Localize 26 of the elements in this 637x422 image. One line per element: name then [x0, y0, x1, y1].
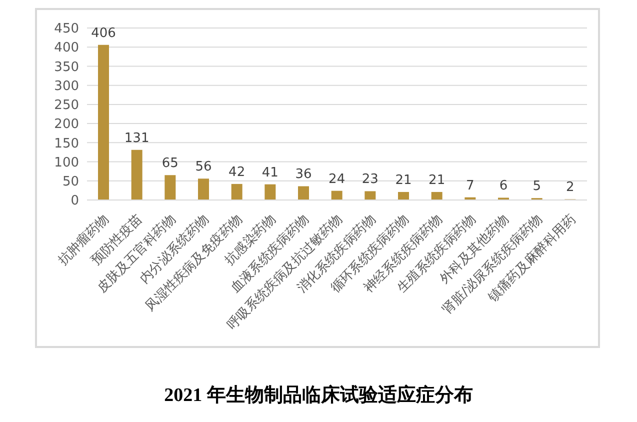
data-label: 21 [428, 172, 446, 188]
data-label: 5 [532, 179, 541, 194]
y-tick-label: 250 [54, 98, 79, 114]
y-tick-label: 100 [54, 155, 79, 170]
text: 2021 年生物制品临床试验适应症分布 [163, 384, 474, 408]
data-label: 23 [362, 172, 378, 188]
data-label: 6 [499, 178, 508, 194]
data-label: 42 [228, 164, 246, 180]
data-label: 65 [162, 156, 178, 172]
data-label: 24 [328, 172, 346, 187]
data-label: 406 [91, 26, 116, 41]
data-label: 7 [466, 178, 474, 194]
data-label: 21 [395, 172, 412, 188]
y-tick-label: 400 [54, 40, 79, 56]
y-tick-label: 200 [54, 117, 79, 132]
data-label: 36 [295, 167, 312, 182]
y-tick-label: 150 [54, 136, 79, 152]
data-label: 131 [124, 130, 150, 146]
y-tick-label: 350 [54, 60, 79, 75]
data-label: 2 [566, 180, 574, 196]
y-tick-label: 0 [70, 194, 79, 209]
y-tick-label: 450 [54, 22, 79, 37]
data-label: 41 [262, 165, 278, 180]
y-tick-label: 300 [54, 78, 79, 94]
y-tick-label: 50 [62, 174, 79, 190]
data-label: 56 [195, 160, 212, 175]
